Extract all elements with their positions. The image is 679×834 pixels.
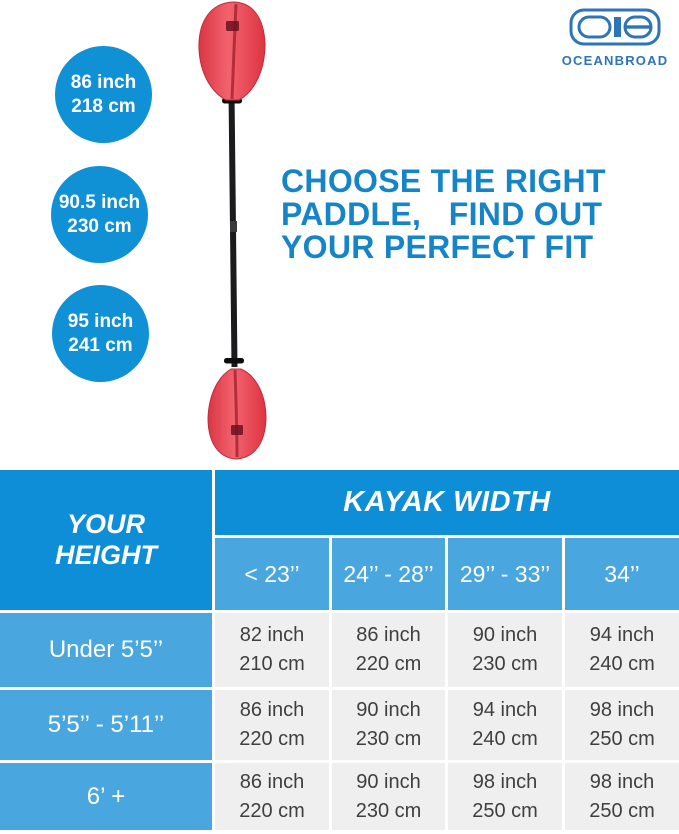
cell-cm: 230 cm (355, 799, 422, 822)
table-cell: 98 inch 250 cm (565, 763, 679, 830)
paddle-length-badge-86: 86 inch 218 cm (55, 46, 152, 143)
table-cell: 98 inch 250 cm (565, 690, 679, 760)
badge-cm: 230 cm (67, 215, 132, 237)
badge-inch: 95 inch (67, 310, 134, 332)
table-cell: 90 inch 230 cm (332, 690, 445, 760)
badge-cm: 241 cm (68, 334, 133, 356)
row-label-under-5-5: Under 5’5’’ (0, 613, 212, 687)
cell-cm: 250 cm (589, 728, 655, 750)
column-header-under-23: < 23’’ (215, 538, 329, 610)
size-chart-table: YOUR HEIGHT KAYAK WIDTH < 23’’ 24’’ - 28… (0, 470, 679, 830)
cell-cm: 220 cm (239, 728, 305, 750)
cell-inch: 98 inch (472, 770, 538, 793)
paddle-length-badge-90: 90.5 inch 230 cm (51, 166, 148, 263)
row-label-6-plus: 6’ + (0, 763, 212, 830)
cell-inch: 90 inch (356, 770, 421, 793)
badge-inch: 90.5 inch (58, 191, 141, 213)
badge-inch: 86 inch (70, 71, 137, 93)
cell-inch: 86 inch (239, 770, 305, 793)
column-header-34: 34’’ (565, 538, 679, 610)
cell-cm: 230 cm (472, 653, 538, 675)
paddle-blade-bottom (207, 368, 267, 460)
cell-inch: 86 inch (356, 624, 421, 646)
table-cell: 94 inch 240 cm (565, 613, 679, 687)
cell-inch: 82 inch (239, 624, 305, 646)
column-header-24-28: 24’’ - 28’’ (332, 538, 445, 610)
column-group-header-kayak-width: KAYAK WIDTH (215, 470, 679, 535)
cell-cm: 220 cm (355, 653, 422, 675)
brand-logo: OCEANBROAD (556, 8, 674, 68)
cell-cm: 240 cm (589, 653, 655, 675)
cell-cm: 230 cm (355, 728, 422, 750)
cell-inch: 98 inch (589, 699, 655, 721)
badge-cm: 218 cm (71, 95, 136, 117)
row-header-line: YOUR (66, 509, 145, 539)
headline-line: YOUR PERFECT FIT (281, 229, 594, 265)
table-cell: 82 inch 210 cm (215, 613, 329, 687)
column-header-29-33: 29’’ - 33’’ (448, 538, 562, 610)
kayak-paddle-image (198, 1, 267, 460)
brand-name: OCEANBROAD (561, 53, 669, 68)
headline: CHOOSE THE RIGHT PADDLE, FIND OUT YOUR P… (281, 165, 606, 264)
table-cell: 86 inch 220 cm (332, 613, 445, 687)
cell-inch: 98 inch (589, 770, 655, 793)
table-cell: 86 inch 220 cm (215, 763, 329, 830)
cell-inch: 94 inch (472, 699, 538, 721)
cell-inch: 90 inch (356, 699, 421, 721)
row-header-line: HEIGHT (54, 540, 157, 570)
cell-cm: 240 cm (472, 728, 538, 750)
table-cell: 90 inch 230 cm (448, 613, 562, 687)
row-label-5-5-to-5-11: 5’5’’ - 5’11’’ (0, 690, 212, 760)
headline-line: CHOOSE THE RIGHT (281, 163, 606, 199)
cell-inch: 94 inch (589, 624, 655, 646)
table-cell: 98 inch 250 cm (448, 763, 562, 830)
cell-cm: 220 cm (239, 799, 305, 822)
cell-inch: 90 inch (472, 624, 538, 646)
cell-cm: 250 cm (589, 799, 655, 822)
cell-inch: 86 inch (239, 699, 305, 721)
oceanbroad-logo-icon (569, 8, 661, 46)
paddle-length-badge-95: 95 inch 241 cm (52, 285, 149, 382)
headline-line: PADDLE, FIND OUT (281, 196, 603, 232)
cell-cm: 250 cm (472, 799, 538, 822)
row-header-your-height: YOUR HEIGHT (0, 470, 212, 610)
table-cell: 94 inch 240 cm (448, 690, 562, 760)
paddle-blade-top (198, 1, 266, 101)
drip-ring-bottom (224, 358, 244, 364)
cell-cm: 210 cm (239, 653, 305, 675)
table-cell: 86 inch 220 cm (215, 690, 329, 760)
table-cell: 90 inch 230 cm (332, 763, 445, 830)
